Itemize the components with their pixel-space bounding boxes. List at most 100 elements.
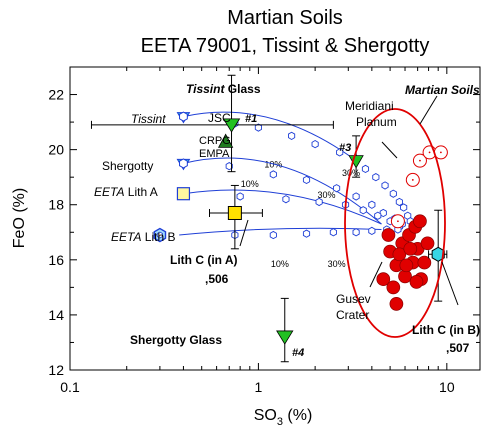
label-meridiani-2: Planum bbox=[356, 115, 397, 129]
mixing-point bbox=[302, 229, 311, 238]
gusev-point bbox=[403, 241, 418, 256]
label-gusev-2: Crater bbox=[336, 308, 369, 322]
mixing-point bbox=[225, 162, 233, 171]
mixing-point bbox=[269, 230, 277, 240]
mixing-point bbox=[329, 228, 337, 237]
arrow-lithc-b bbox=[441, 261, 459, 306]
martian-soils-ellipse bbox=[344, 108, 446, 338]
gusev-point bbox=[417, 255, 432, 270]
mixing-point bbox=[368, 226, 376, 236]
mixing-tick-label: 30% bbox=[318, 190, 336, 200]
mixing-line bbox=[179, 227, 382, 236]
mixing-point bbox=[315, 197, 323, 207]
gusev-point bbox=[376, 272, 391, 286]
y-tick-label: 20 bbox=[48, 142, 64, 158]
mixing-point bbox=[282, 195, 290, 204]
label-lithc-b-1: Lith C (in B) bbox=[412, 323, 480, 337]
arrow-lithc-a bbox=[239, 219, 249, 247]
label-tissint: Tissint bbox=[131, 112, 166, 126]
mixing-point bbox=[368, 200, 376, 209]
label-empa: EMPA bbox=[199, 148, 230, 160]
y-tick-label: 22 bbox=[48, 87, 64, 103]
gusev-point bbox=[409, 275, 424, 289]
mixing-point bbox=[333, 184, 341, 193]
mixing-point bbox=[336, 148, 344, 157]
meridiani-point-dot bbox=[428, 151, 431, 154]
annotation-arrows bbox=[239, 95, 459, 306]
y-tick-label: 18 bbox=[48, 197, 64, 213]
lithc-a-marker bbox=[227, 205, 242, 220]
label-gusev-1: Gusev bbox=[336, 292, 371, 306]
mixing-point bbox=[381, 181, 389, 190]
chart-title: Martian Soils bbox=[227, 7, 343, 29]
mixing-point bbox=[374, 211, 382, 220]
x-axis-label: SO3 (%) bbox=[254, 407, 313, 428]
label-shergotty: Shergotty bbox=[102, 159, 153, 173]
gusev-point bbox=[392, 247, 407, 262]
mixing-point bbox=[236, 192, 244, 201]
x-tick-label: 1 bbox=[255, 379, 263, 395]
tissint-glass-marker bbox=[222, 118, 241, 133]
label-n4: #4 bbox=[292, 347, 304, 359]
mixing-point bbox=[311, 140, 319, 149]
mixing-point bbox=[361, 164, 370, 174]
label-eeta-lith-a: EETA Lith A bbox=[94, 185, 158, 199]
annotations: Tissint Tissint Glass JSC #1 CRPG EMPA S… bbox=[94, 82, 480, 359]
mixing-point bbox=[288, 131, 296, 140]
label-meridiani-1: Meridiani bbox=[345, 99, 394, 113]
eeta-lith-b-inner bbox=[156, 231, 163, 239]
plot-frame bbox=[69, 66, 481, 371]
label-jsc: JSC bbox=[208, 111, 231, 125]
mixing-tick-label: 30% bbox=[328, 259, 346, 269]
gusev-point bbox=[386, 280, 401, 295]
meridiani-point-dot bbox=[411, 179, 414, 181]
label-martian-soils: Martian Soils bbox=[405, 83, 480, 97]
endmember-hexagon bbox=[179, 158, 188, 169]
mixing-line bbox=[183, 111, 357, 162]
mixing-point bbox=[395, 197, 403, 207]
label-n3: #3 bbox=[339, 142, 351, 154]
mixing-point bbox=[359, 206, 367, 215]
mixing-point bbox=[254, 123, 262, 132]
mixing-point bbox=[400, 203, 408, 212]
label-lithc-a-1: Lith C (in A) bbox=[170, 253, 238, 267]
label-tissint-glass: Tissint Glass bbox=[186, 82, 261, 96]
arrow-meridiani bbox=[381, 141, 398, 159]
shergotty-glass-marker bbox=[276, 330, 294, 345]
gusev-point bbox=[381, 228, 396, 242]
label-eeta-lith-b: EETA Lith B bbox=[111, 230, 175, 244]
y-tick-label: 14 bbox=[48, 307, 64, 323]
x-tick-label: 10 bbox=[439, 379, 455, 395]
mixing-tick-label: 10% bbox=[271, 259, 289, 269]
chart-subtitle: EETA 79001, Tissint & Shergotty bbox=[141, 35, 430, 57]
mixing-point bbox=[379, 208, 387, 218]
arrow-martian-soils bbox=[419, 95, 438, 125]
mixing-tick-label: 10% bbox=[264, 160, 282, 170]
label-shergotty-glass: Shergotty Glass bbox=[130, 333, 222, 347]
meridiani-point-dot bbox=[419, 159, 421, 162]
crpg-empa-marker bbox=[217, 133, 234, 148]
eeta-lith-a-marker bbox=[176, 187, 191, 201]
mixing-line bbox=[183, 189, 382, 225]
mixing-point bbox=[389, 189, 397, 198]
axis-ticks: 12 14 16 18 20 22 0.1 1 10 bbox=[48, 67, 480, 395]
mixing-point bbox=[302, 175, 311, 185]
data-points bbox=[90, 74, 448, 363]
mixing-point bbox=[352, 192, 360, 201]
mixing-tick-label: 10% bbox=[241, 179, 259, 189]
gusev-point bbox=[399, 258, 414, 273]
mixing-point bbox=[372, 173, 380, 182]
label-crpg: CRPG bbox=[199, 135, 231, 147]
gusev-point bbox=[420, 236, 435, 251]
meridiani-point-dot bbox=[397, 220, 399, 223]
y-tick-label: 12 bbox=[48, 362, 64, 378]
mixing-line bbox=[183, 157, 382, 225]
y-axis-label: FeO (%) bbox=[11, 188, 28, 248]
mixing-lines: 10% 30% 10% 30% 10% 30% bbox=[179, 111, 382, 269]
gusev-point bbox=[389, 297, 404, 311]
y-tick-label: 16 bbox=[48, 252, 64, 268]
endmember-hexagon bbox=[179, 111, 188, 122]
label-lithc-b-2: ,507 bbox=[446, 341, 470, 355]
x-tick-label: 0.1 bbox=[60, 379, 80, 395]
